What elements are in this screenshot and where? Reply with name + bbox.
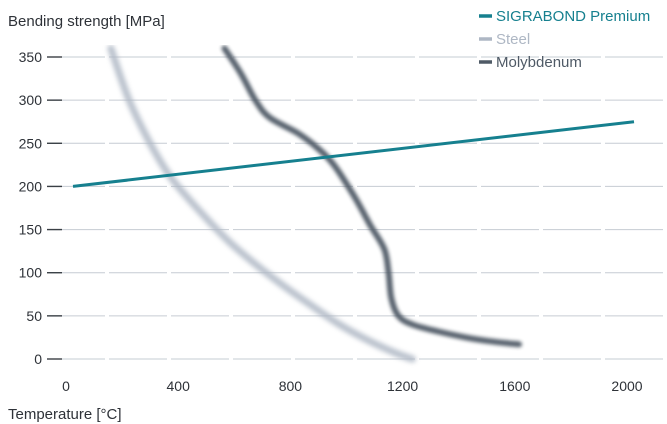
y-tick-label-0: 0 [34,351,42,367]
x-tick-label-2000: 2000 [611,378,642,394]
x-tick-label-800: 800 [279,378,303,394]
series-lines [72,45,635,363]
x-tick-label-400: 400 [167,378,191,394]
x-tick-label-1200: 1200 [387,378,418,394]
series-line-molybdenum [221,45,522,348]
y-tick-label-50: 50 [26,308,42,324]
legend: SIGRABOND Premium Steel Molybdenum [479,8,650,71]
series-line-steel [107,45,416,363]
y-axis-title: Bending strength [MPa] [8,13,165,30]
x-axis-title: Temperature [°C] [8,406,122,423]
grid-lines [47,56,667,360]
x-tick-label-1600: 1600 [499,378,530,394]
y-tick-label-150: 150 [19,222,43,238]
x-tick-label-0: 0 [62,378,70,394]
tick-labels: 0 50 100 150 200 250 300 350 0 400 800 1200 1600 2000 [19,49,643,394]
y-tick-label-300: 300 [19,92,43,108]
y-tick-label-350: 350 [19,49,43,65]
y-tick-label-250: 250 [19,135,43,151]
y-tick-label-200: 200 [19,178,43,194]
legend-label-molybdenum: Molybdenum [496,54,582,71]
legend-label-steel: Steel [496,31,530,48]
series-line-sigrabond-premium [72,120,635,188]
y-tick-label-100: 100 [19,265,43,281]
legend-label-sigrabond-premium: SIGRABOND Premium [496,8,650,25]
